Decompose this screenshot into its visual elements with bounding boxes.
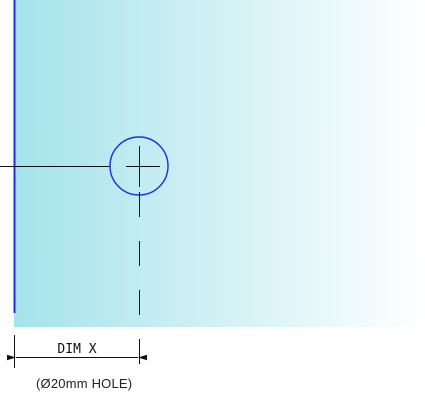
hole-note: (Ø20mm HOLE) — [36, 376, 133, 391]
dim-label: DIM X — [57, 342, 96, 357]
glass-panel — [14, 0, 425, 327]
